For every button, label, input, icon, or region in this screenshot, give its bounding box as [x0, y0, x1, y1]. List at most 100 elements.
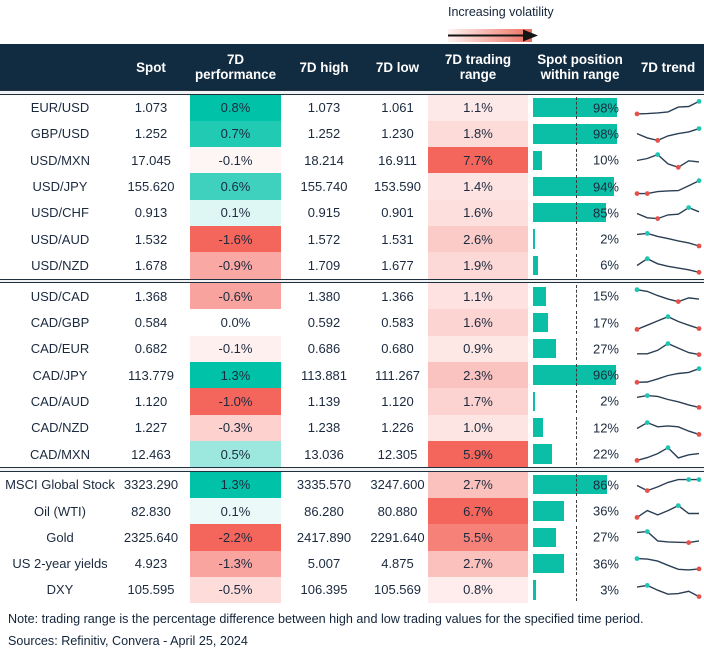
spot-value: 0.584: [134, 315, 168, 331]
column-header-7d-low: 7D low: [375, 59, 420, 75]
low-value: 3247.600: [370, 477, 425, 493]
trading-range-cell: 1.9%: [428, 252, 528, 279]
trading-range-cell: 1.1%: [428, 94, 528, 121]
spot-value: 113.779: [127, 367, 175, 383]
midpoint-dashed-line: [576, 363, 577, 387]
spot-position-cell: 15%: [528, 283, 632, 309]
trading-range-cell: 1.8%: [428, 120, 528, 148]
row-label: CAD/AUD: [30, 393, 90, 409]
spot-position-bar: [533, 475, 607, 495]
spot-position-value: 22%: [592, 446, 619, 462]
trading-range-cell: 1.7%: [428, 388, 528, 415]
performance-cell: -1.3%: [190, 550, 281, 577]
spot-position-cell: 96%: [528, 362, 632, 388]
spark-high-dot: [696, 366, 702, 372]
spark-high-dot: [686, 476, 692, 482]
trend-sparkline: [637, 341, 702, 357]
spot-position-value: 27%: [592, 529, 619, 545]
table-body: EUR/USD 1.073 0.8% 1.073 1.061 1.1% 98% GBP/USD…: [0, 94, 704, 604]
table-row: USD/JPY 155.620 0.6% 155.740 153.590 1.4% 94%: [0, 173, 704, 200]
trend-sparkline: [636, 231, 702, 249]
spot-position-cell: 17%: [528, 309, 632, 335]
high-value: 1.139: [307, 393, 341, 409]
spot-position-value: 15%: [592, 288, 619, 304]
trading-range-cell: 5.9%: [428, 440, 528, 468]
midpoint-dashed-line: [576, 175, 577, 198]
row-label: CAD/NZD: [31, 420, 89, 436]
spark-low-dot: [696, 405, 702, 411]
spot-value: 1.532: [134, 231, 168, 247]
table-row: GBP/USD 1.252 0.7% 1.252 1.230 1.8% 98%: [0, 120, 704, 148]
spark-high-dot: [686, 205, 692, 210]
trend-sparkline: [634, 445, 700, 463]
table-row: CAD/EUR 0.682 -0.1% 0.686 0.680 0.9% 27%: [0, 335, 704, 362]
spot-position-bar: [533, 203, 607, 223]
trend-sparkline: [636, 126, 702, 143]
trading-range-cell: 0.9%: [428, 335, 528, 362]
spark-high-dot: [644, 582, 650, 588]
trend-cell: [632, 283, 704, 309]
row-label: Oil (WTI): [34, 503, 86, 519]
spark-high-dot: [655, 152, 661, 158]
table-row: USD/NZD 1.678 -0.9% 1.709 1.677 1.9% 6%: [0, 252, 704, 279]
low-value: 4.875: [381, 556, 414, 572]
spot-position-bar: [533, 501, 564, 521]
high-value: 86.280: [304, 503, 344, 519]
trend-sparkline: [636, 152, 700, 170]
trend-cell: [632, 252, 704, 278]
midpoint-dashed-line: [576, 578, 577, 602]
table-header-row: Spot 7D performance 7D high 7D low 7D tr…: [0, 44, 704, 90]
spark-low-dot: [634, 380, 640, 385]
spark-low-dot: [655, 216, 661, 221]
trend-cell: [632, 226, 704, 252]
midpoint-dashed-line: [576, 227, 577, 251]
spot-position-bar: [533, 339, 557, 359]
performance-cell: -0.1%: [190, 335, 281, 362]
performance-cell: 1.3%: [190, 471, 281, 498]
table-row: CAD/JPY 113.779 1.3% 113.881 111.267 2.3% 96%: [0, 361, 704, 389]
spark-high-dot: [634, 555, 640, 561]
trend-sparkline: [634, 177, 702, 196]
high-value: 113.881: [300, 367, 348, 383]
column-header-7d-performance: 7D performance: [194, 52, 277, 82]
high-value: 1.252: [307, 126, 341, 142]
trend-cell: [632, 577, 704, 603]
spark-high-dot: [644, 393, 650, 399]
trend-cell: [632, 336, 704, 362]
low-value: 1.677: [381, 257, 414, 273]
spot-position-bar: [533, 176, 614, 197]
high-value: 1.380: [307, 288, 341, 304]
spot-value: 82.830: [131, 503, 171, 519]
trend-sparkline: [636, 419, 702, 437]
trading-range-cell: 1.1%: [428, 283, 528, 310]
low-value: 0.583: [381, 315, 414, 331]
midpoint-dashed-line: [576, 416, 577, 439]
spark-low-dot: [675, 299, 681, 305]
low-value: 105.569: [374, 582, 421, 598]
spot-value: 12.463: [131, 446, 171, 462]
trend-sparkline: [636, 393, 702, 411]
trend-cell: [632, 95, 704, 121]
spark-low-dot: [634, 515, 640, 520]
spark-low-dot: [655, 137, 661, 143]
trend-sparkline: [636, 205, 700, 221]
performance-cell: 0.6%: [190, 173, 281, 200]
trend-cell: [632, 173, 704, 199]
midpoint-dashed-line: [576, 201, 577, 224]
table-row: Gold 2325.640 -2.2% 2417.890 2291.640 5.5% 27%: [0, 524, 704, 551]
spark-low-dot: [644, 190, 650, 196]
spot-value: 1.252: [134, 126, 168, 142]
spot-position-value: 2%: [600, 231, 619, 247]
performance-cell: 0.5%: [190, 440, 281, 468]
table-row: USD/MXN 17.045 -0.1% 18.214 16.911 7.7% 10%: [0, 147, 704, 174]
table-row: Oil (WTI) 82.830 0.1% 86.280 80.880 6.7% 36%: [0, 497, 704, 525]
spot-value: 0.913: [134, 205, 168, 221]
spot-position-value: 96%: [592, 367, 619, 383]
row-label: USD/JPY: [32, 179, 88, 195]
midpoint-dashed-line: [576, 337, 577, 360]
low-value: 80.880: [377, 503, 418, 519]
spot-position-bar: [533, 229, 535, 249]
spark-high-dot: [644, 256, 650, 262]
midpoint-dashed-line: [576, 390, 577, 413]
table-row: CAD/NZD 1.227 -0.3% 1.238 1.226 1.0% 12%: [0, 414, 704, 441]
